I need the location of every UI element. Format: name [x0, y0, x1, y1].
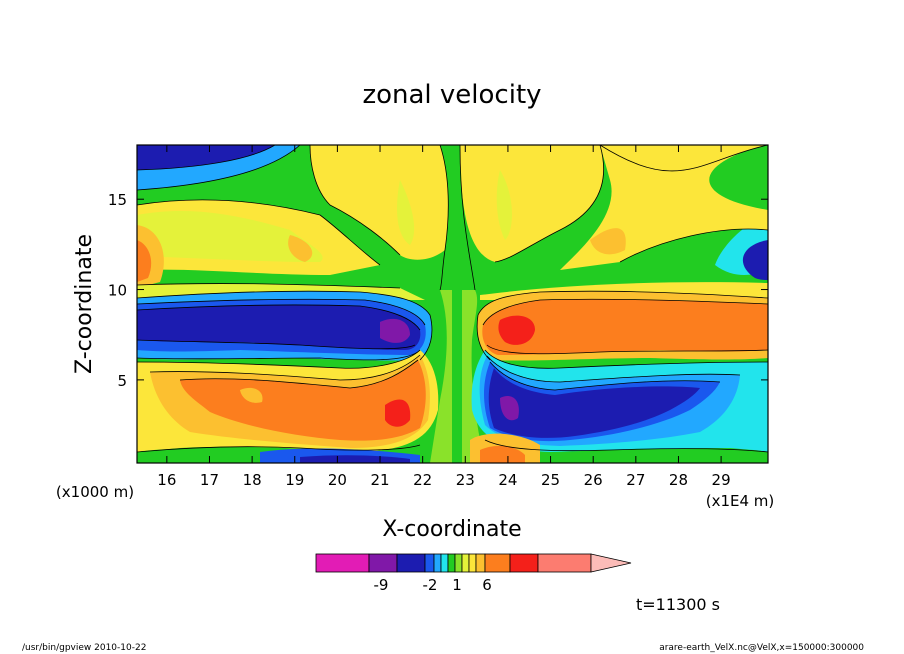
- x-unit-left: (x1000 m): [56, 483, 134, 501]
- x-tick-label: 23: [456, 471, 475, 489]
- plot-frame: [136, 144, 769, 464]
- x-tick-label: 27: [626, 471, 645, 489]
- colorbar-segment: [424, 553, 435, 573]
- colorbar-label: 1: [452, 576, 462, 594]
- x-tick-label: 19: [285, 471, 304, 489]
- colorbar-segment: [396, 553, 426, 573]
- footer-left: /usr/bin/gpview 2010-10-22: [22, 643, 146, 653]
- y-tick-label: 10: [108, 282, 127, 300]
- colorbar-segment: [461, 553, 470, 573]
- y-axis-label: Z-coordinate: [72, 234, 97, 374]
- time-label: t=11300 s: [636, 595, 720, 614]
- colorbar-extend-arrow: [590, 553, 632, 573]
- x-axis-ticks: 16 17 18 19 20 21 22 23 24 25 26 27 28 29: [157, 145, 731, 489]
- x-tick-label: 16: [157, 471, 176, 489]
- colorbar-segment: [454, 553, 463, 573]
- x-tick-label: 28: [669, 471, 688, 489]
- colorbar-segment: [433, 553, 442, 573]
- x-axis-label: X-coordinate: [382, 517, 521, 542]
- y-tick-label: 15: [108, 191, 127, 209]
- footer-right: arare-earth_VelX.nc@VelX,x=150000:300000: [659, 643, 864, 653]
- x-tick-label: 18: [243, 471, 262, 489]
- x-tick-label: 17: [200, 471, 219, 489]
- colorbar-segment: [475, 553, 486, 573]
- x-tick-label: 25: [541, 471, 560, 489]
- x-tick-label: 21: [370, 471, 389, 489]
- colorbar-segment: [484, 553, 511, 573]
- x-tick-label: 24: [498, 471, 517, 489]
- chart-title: zonal velocity: [362, 80, 541, 110]
- velocity-field: [137, 145, 768, 463]
- colorbar-label: 6: [482, 576, 492, 594]
- colorbar-segment: [447, 553, 456, 573]
- colorbar-segment: [440, 553, 449, 573]
- x-tick-label: 22: [413, 471, 432, 489]
- x-tick-label: 29: [712, 471, 731, 489]
- x-unit-right: (x1E4 m): [706, 492, 775, 510]
- x-tick-label: 20: [328, 471, 347, 489]
- colorbar: -9 -2 1 6: [315, 553, 632, 594]
- colorbar-segment: [509, 553, 539, 573]
- colorbar-segment: [537, 553, 592, 573]
- colorbar-label: -9: [374, 576, 389, 594]
- colorbar-segment: [368, 553, 398, 573]
- colorbar-segment: [468, 553, 477, 573]
- y-axis-ticks: 5 10 15: [108, 191, 768, 390]
- colorbar-label: -2: [423, 576, 438, 594]
- y-tick-label: 5: [117, 372, 127, 390]
- x-tick-label: 26: [584, 471, 603, 489]
- colorbar-segment: [315, 553, 370, 573]
